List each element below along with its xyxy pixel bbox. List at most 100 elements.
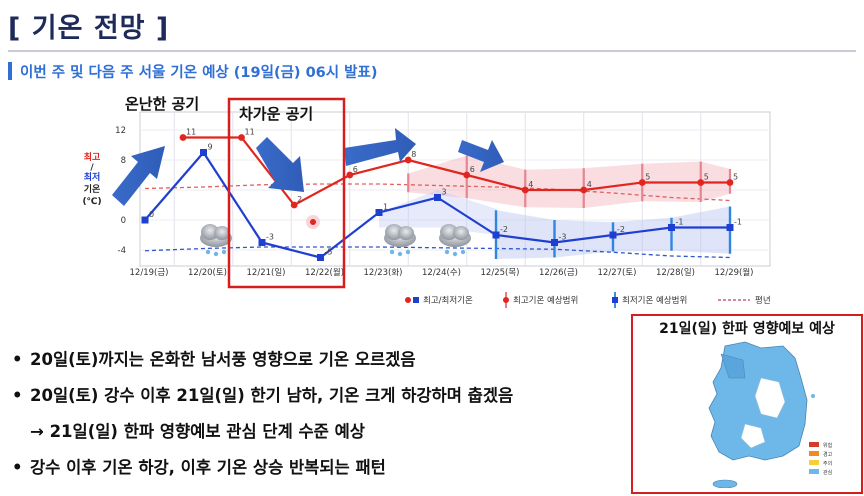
legend-swatch (809, 469, 819, 474)
bullet-text: 20일(토) 강수 이후 21일(일) 한기 남하, 기온 크게 하강하며 춥겠… (30, 386, 514, 405)
legend-max-range-label: 최고기온 예상범위 (513, 295, 578, 306)
max-temp-point (238, 134, 245, 141)
inset-legend: 위험 경고 주의 관심 (809, 442, 833, 476)
legend-swatch (809, 442, 819, 447)
cooling-arrow-icon (256, 137, 304, 192)
min-temp-point (317, 254, 324, 261)
min-temp-data-label: -1 (734, 218, 742, 227)
legend-label: 주의 (823, 460, 832, 467)
chart-legend: 최고/최저기온 최고기온 예상범위 최저기온 예상범위 평년 (405, 292, 771, 308)
y-label-min: 최저 (84, 171, 101, 183)
max-temp-point (290, 201, 298, 209)
min-temp-point (200, 149, 207, 156)
x-tick-label: 12/27(토) (598, 268, 637, 278)
legend-label: 경고 (823, 451, 833, 458)
cold-wave-forecast-inset: 21일(일) 한파 영향예보 예상 위험 경고 주의 관심 (631, 314, 863, 494)
legend-label: 위험 (823, 442, 832, 449)
max-temp-data-label: 11 (245, 128, 255, 137)
x-tick-label: 12/19(금) (130, 268, 169, 278)
max-temp-point (179, 134, 187, 141)
legend-label: 관심 (823, 469, 832, 476)
korea-map: 위험 경고 주의 관심 (708, 341, 833, 488)
y-label-max: 최고 (84, 151, 101, 163)
bullet-item: • 20일(토)까지는 온화한 남서풍 영향으로 기온 오르겠음 (12, 350, 416, 369)
bullet-text: 20일(토)까지는 온화한 남서풍 영향으로 기온 오르겠음 (30, 350, 416, 369)
x-tick-label: 12/22(월) (305, 267, 344, 278)
min-temp-data-label: 9 (208, 143, 213, 152)
warming-arrow-icon (344, 128, 416, 166)
title-divider (8, 50, 856, 52)
min-temp-data-label: 0 (149, 210, 154, 219)
temperature-chart: 11 11 2 6 8 6 4 4 5 5 5 0 9 -3 -5 1 3 -2 -3 -2 -1 -1 12/19(금)… (82, 95, 771, 308)
y-tick-label: 12 (115, 126, 126, 136)
max-temp-data-label: 11 (186, 128, 196, 137)
axis-ticks: 12/19(금) 12/20(토) 12/21(일) 12/22(월) 12/23(화)… (115, 126, 753, 278)
warm-air-label: 온난한 공기 (125, 95, 199, 113)
min-temp-data-label: 1 (383, 203, 388, 212)
min-temp-data-label: -2 (617, 225, 625, 234)
warming-arrow-icon (458, 140, 504, 172)
max-temp-data-label: 8 (411, 150, 416, 159)
rain-cloud-icon (200, 224, 232, 257)
rain-cloud-icon (384, 224, 416, 257)
max-temp-data-label: 2 (297, 195, 302, 204)
max-temp-point (580, 186, 588, 194)
min-temp-data-label: -2 (500, 225, 508, 234)
max-temp-data-label: 6 (470, 165, 475, 174)
min-temp-point (551, 239, 558, 246)
min-temp-data-label: 3 (442, 188, 447, 197)
subtitle-accent-bar (8, 62, 12, 80)
max-temp-point (521, 186, 529, 194)
x-tick-label: 12/20(토) (188, 268, 227, 278)
min-temp-point (668, 224, 675, 231)
min-temp-point (726, 224, 734, 231)
y-axis-label: 최고 / 최저 기온 (℃) (82, 151, 101, 207)
max-temp-point (697, 179, 705, 186)
max-temp-point (404, 156, 412, 164)
bullet-text: 강수 이후 기온 하강, 이후 기온 상승 반복되는 패턴 (30, 458, 386, 477)
x-tick-label: 12/21(일) (247, 268, 286, 278)
x-tick-label: 12/23(화) (364, 268, 403, 278)
max-temp-data-label: 5 (645, 173, 650, 182)
max-temp-data-label: 4 (528, 180, 533, 189)
max-temp-point (638, 179, 646, 186)
max-temp-data-label: 5 (704, 173, 709, 182)
bullet-text: → 21일(일) 한파 영향예보 관심 단계 수준 예상 (30, 422, 365, 441)
max-range-band (408, 155, 730, 208)
bullet-item: • 강수 이후 기온 하강, 이후 기온 상승 반복되는 패턴 (12, 458, 386, 477)
legend-max-min-marker (405, 297, 419, 303)
min-temp-point (258, 239, 266, 246)
min-temp-data-label: -5 (325, 248, 333, 257)
y-label-unit: (℃) (82, 197, 101, 207)
legend-max-range-marker (503, 292, 509, 308)
y-tick-label: 8 (121, 156, 126, 166)
x-tick-label: 12/26(금) (539, 268, 578, 278)
min-temp-point (375, 209, 383, 216)
x-tick-label: 12/28(일) (656, 268, 695, 278)
bullet-subitem: → 21일(일) 한파 영향예보 관심 단계 수준 예상 (30, 418, 365, 442)
korea-map-shape (708, 341, 815, 488)
jeju-island (712, 479, 738, 488)
legend-min-range-marker (612, 292, 618, 308)
max-temp-data-label: 5 (733, 173, 738, 182)
max-temp-point (346, 171, 354, 179)
y-tick-label: -4 (118, 246, 126, 256)
x-tick-label: 12/25(목) (481, 268, 520, 278)
chart-subtitle: 이번 주 및 다음 주 서울 기온 예상 (19일(금) 06시 발표) (20, 65, 378, 81)
max-temp-point (463, 171, 471, 179)
y-tick-label: 0 (121, 216, 126, 226)
inset-title: 21일(일) 한파 영향예보 예상 (659, 321, 835, 337)
highlight-marker-icon (306, 215, 320, 229)
temperature-series: 11 11 2 6 8 6 4 4 5 5 5 0 9 -3 -5 1 3 -2 -3 -2 -1 -1 (141, 128, 742, 261)
min-range-band (379, 190, 496, 235)
cold-air-highlight-box (227, 97, 346, 289)
legend-swatch (809, 460, 819, 465)
legend-swatch (809, 451, 819, 456)
min-temp-data-label: -3 (559, 233, 567, 242)
min-temp-point (609, 231, 617, 239)
cold-air-label: 차가운 공기 (239, 105, 313, 123)
min-temp-point (492, 231, 500, 239)
legend-min-range-label: 최저기온 예상범위 (622, 295, 687, 306)
min-temp-point (141, 216, 149, 224)
legend-max-min-label: 최고/최저기온 (423, 295, 473, 306)
